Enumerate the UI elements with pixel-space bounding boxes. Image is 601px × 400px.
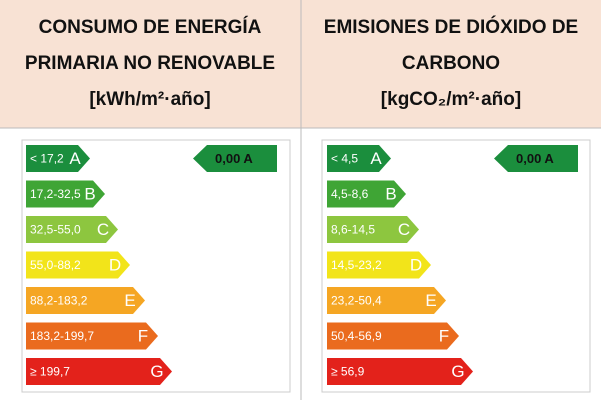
panel-title: CONSUMO DE ENERGÍA	[39, 16, 262, 38]
rating-indicator	[494, 145, 578, 172]
rating-letter: E	[425, 291, 436, 310]
rating-letter: A	[69, 149, 81, 168]
rating-range: 55,0-88,2	[30, 258, 81, 272]
rating-bar	[327, 145, 391, 172]
rating-bar	[26, 145, 90, 172]
rating-bar	[327, 216, 419, 243]
panel-frame	[321, 139, 591, 393]
rating-range: ≥ 199,7	[30, 365, 70, 379]
rating-letter: C	[97, 220, 109, 239]
rating-range: 17,2-32,5	[30, 187, 81, 201]
rating-letter: G	[451, 362, 464, 381]
rating-bar	[327, 358, 473, 385]
rating-range: 14,5-23,2	[331, 258, 382, 272]
rating-range: < 4,5	[331, 152, 358, 166]
rating-letter: F	[138, 326, 148, 345]
rating-range: 32,5-55,0	[30, 223, 81, 237]
indicator-label: 0,00 A	[516, 151, 554, 166]
indicator-label: 0,00 A	[215, 151, 253, 166]
panel-title: CARBONO	[402, 53, 500, 74]
rating-range: 50,4-56,9	[331, 329, 382, 343]
rating-letter: E	[124, 291, 135, 310]
rating-bar	[26, 180, 105, 208]
rating-letter: A	[370, 149, 382, 168]
rating-range: ≥ 56,9	[331, 365, 365, 379]
panel-title: PRIMARIA NO RENOVABLE	[25, 53, 275, 74]
rating-bar	[327, 251, 431, 279]
rating-indicator	[193, 145, 277, 172]
rating-letter: D	[109, 255, 121, 274]
rating-range: 183,2-199,7	[30, 329, 94, 343]
rating-letter: F	[439, 326, 449, 345]
rating-bar	[327, 287, 446, 314]
panel-title: [kgCO₂/m²·año]	[381, 89, 521, 110]
panel-title: EMISIONES DE DIÓXIDO DE	[324, 16, 578, 38]
rating-letter: B	[385, 184, 396, 203]
rating-bar	[26, 358, 172, 385]
rating-range: 88,2-183,2	[30, 294, 88, 308]
rating-bar	[327, 322, 459, 350]
rating-range: 4,5-8,6	[331, 187, 369, 201]
rating-bar	[26, 322, 158, 350]
rating-letter: G	[150, 362, 163, 381]
rating-letter: C	[398, 220, 410, 239]
rating-letter: D	[410, 255, 422, 274]
panel-title: [kWh/m²·año]	[89, 89, 210, 110]
rating-range: < 17,2	[30, 152, 64, 166]
rating-bar	[327, 180, 406, 208]
rating-letter: B	[84, 184, 95, 203]
rating-bar	[26, 216, 118, 243]
panel-frame	[21, 139, 291, 393]
rating-range: 8,6-14,5	[331, 223, 375, 237]
rating-bar	[26, 287, 145, 314]
rating-range: 23,2-50,4	[331, 294, 382, 308]
rating-bar	[26, 251, 130, 279]
